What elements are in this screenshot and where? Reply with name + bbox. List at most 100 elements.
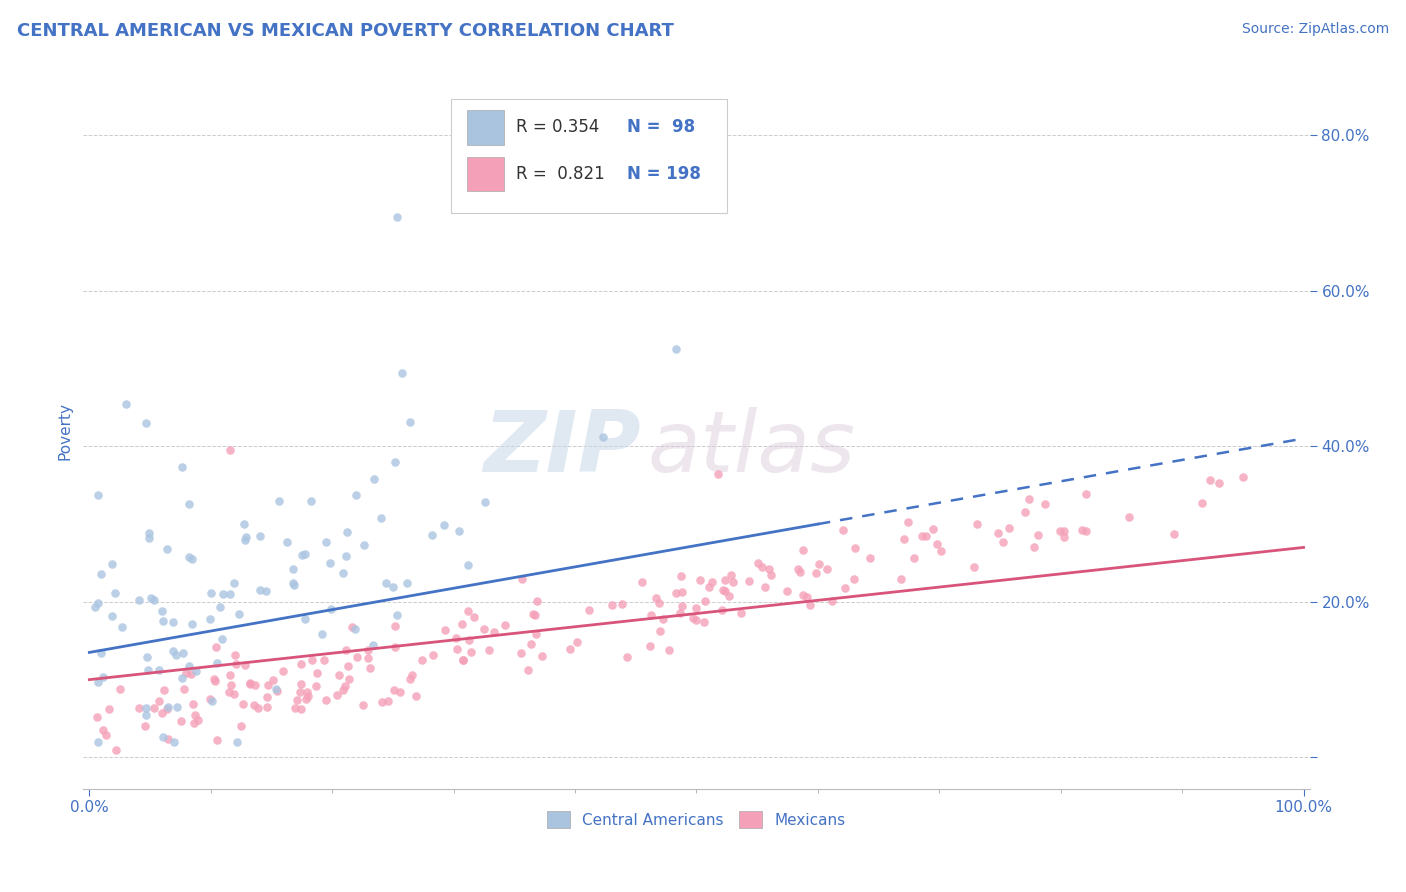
Point [1033, 498, 1056, 512]
Point [211, 586, 233, 600]
Point [184, 707, 207, 722]
Point [226, 735, 249, 749]
Point [335, 642, 357, 657]
Point [301, 653, 323, 667]
Point [792, 588, 814, 602]
Point [963, 560, 986, 574]
Point [738, 574, 761, 589]
Point [357, 643, 380, 657]
Point [758, 562, 780, 576]
Point [150, 604, 173, 618]
Point [332, 683, 354, 698]
Point [821, 594, 844, 608]
Point [105, 742, 128, 756]
Point [578, 603, 600, 617]
Point [242, 698, 264, 712]
Point [336, 524, 359, 539]
Point [232, 698, 254, 712]
Point [156, 732, 179, 747]
Point [714, 573, 737, 587]
Point [239, 677, 262, 691]
Point [181, 552, 204, 566]
Point [457, 558, 479, 572]
Point [90, 567, 112, 582]
Point [84, 599, 107, 614]
Point [966, 516, 988, 531]
Text: R =  0.821: R = 0.821 [516, 165, 605, 183]
Point [162, 615, 184, 630]
Point [297, 689, 319, 703]
Point [352, 698, 374, 712]
Text: CENTRAL AMERICAN VS MEXICAN POVERTY CORRELATION CHART: CENTRAL AMERICAN VS MEXICAN POVERTY CORR… [17, 22, 673, 40]
Point [264, 682, 287, 697]
Point [987, 526, 1010, 541]
Point [711, 603, 734, 617]
Point [314, 653, 336, 667]
Point [211, 632, 233, 646]
Point [671, 585, 693, 599]
Point [510, 647, 533, 661]
Point [87, 488, 110, 502]
Point [1024, 540, 1046, 554]
Point [382, 682, 405, 697]
Point [104, 586, 127, 600]
Point [457, 604, 479, 618]
Point [395, 575, 418, 590]
Point [842, 572, 865, 586]
Text: N = 198: N = 198 [627, 165, 700, 183]
Point [524, 627, 547, 641]
Point [754, 580, 776, 594]
Point [283, 578, 305, 592]
Point [94, 728, 117, 742]
Point [730, 606, 752, 620]
Point [249, 528, 271, 542]
Point [721, 574, 744, 589]
Point [457, 633, 479, 648]
Point [422, 648, 444, 663]
Point [834, 581, 856, 595]
Point [114, 396, 136, 410]
Point [363, 472, 385, 486]
Point [183, 697, 205, 711]
Point [219, 678, 242, 692]
Point [914, 529, 936, 543]
Point [460, 645, 482, 659]
Point [290, 677, 312, 691]
Point [281, 561, 304, 575]
Point [669, 607, 692, 621]
Point [789, 566, 811, 580]
Point [399, 672, 422, 686]
Point [689, 573, 711, 587]
Point [246, 701, 269, 715]
Point [929, 544, 952, 558]
Point [135, 700, 157, 714]
Text: Source: ZipAtlas.com: Source: ZipAtlas.com [1241, 22, 1389, 37]
Point [290, 657, 312, 672]
Point [198, 692, 221, 706]
Point [1074, 487, 1097, 501]
Point [444, 631, 467, 645]
Text: atlas: atlas [647, 407, 855, 490]
Point [522, 607, 544, 622]
Point [165, 648, 187, 662]
Point [702, 574, 724, 589]
Point [91, 723, 114, 737]
Point [138, 526, 160, 541]
Point [640, 607, 662, 622]
Point [218, 668, 240, 682]
Legend: Central Americans, Mexicans: Central Americans, Mexicans [541, 805, 852, 835]
Point [1208, 475, 1230, 490]
Point [174, 666, 197, 681]
Point [235, 530, 257, 544]
Point [658, 643, 681, 657]
Point [1014, 505, 1036, 519]
Point [346, 649, 368, 664]
Point [697, 580, 720, 594]
Point [391, 366, 413, 380]
Point [128, 593, 150, 607]
Point [682, 611, 704, 625]
Point [1232, 469, 1254, 483]
Point [558, 641, 581, 656]
Point [434, 623, 457, 637]
Point [139, 591, 162, 605]
